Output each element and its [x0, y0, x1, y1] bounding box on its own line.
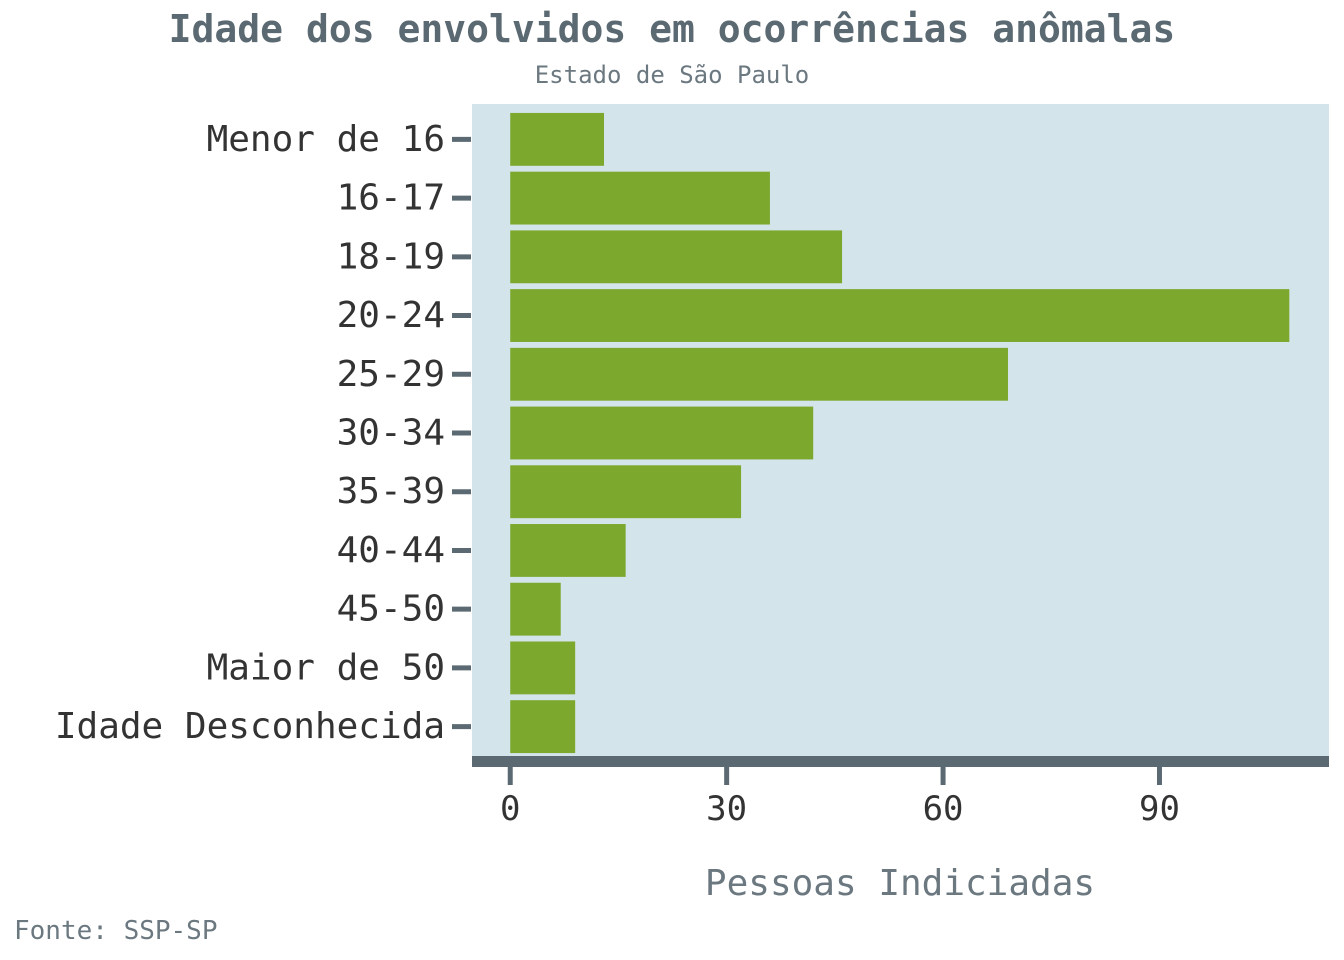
bar-45-50: [510, 582, 561, 636]
x-tick-label-60: 60: [923, 789, 964, 829]
bar-35-39: [510, 465, 742, 519]
bar-20-24: [510, 289, 1290, 342]
bar-16-17: [510, 171, 770, 225]
y-tick-label-20-24: 20-24: [337, 295, 445, 336]
y-tick-label-menor-de-16: Menor de 16: [207, 119, 445, 160]
y-tick-label-16-17: 16-17: [337, 178, 445, 219]
y-tick-label-35-39: 35-39: [337, 471, 445, 512]
x-tick-label-90: 90: [1139, 789, 1180, 829]
bar-25-29: [510, 347, 1008, 401]
bars-group: [510, 112, 1290, 754]
bar-maior-de-50: [510, 641, 576, 695]
y-tick-label-25-29: 25-29: [337, 354, 445, 395]
y-tick-label-idade-desconhecida: Idade Desconhecida: [55, 706, 445, 747]
chart-title: Idade dos envolvidos em ocorrências anôm…: [169, 7, 1176, 51]
x-axis: 0 30 60 90: [472, 756, 1329, 829]
bar-40-44: [510, 524, 626, 577]
bar-18-19: [510, 230, 843, 284]
y-tick-label-30-34: 30-34: [337, 413, 445, 454]
source-caption: Fonte: SSP-SP: [14, 916, 218, 946]
bar-menor-de-16: [510, 112, 605, 166]
bar-30-34: [510, 406, 814, 460]
chart-subtitle: Estado de São Paulo: [535, 61, 810, 89]
x-tick-label-30: 30: [706, 789, 747, 829]
y-axis-labels: Menor de 16 16-17 18-19 20-24 25-29 30-34 35-3…: [55, 119, 471, 747]
y-tick-label-18-19: 18-19: [337, 236, 445, 277]
x-axis-line: [472, 756, 1329, 767]
y-tick-label-40-44: 40-44: [337, 530, 445, 571]
bar-idade-desconhecida: [510, 700, 576, 754]
y-tick-label-maior-de-50: Maior de 50: [207, 647, 445, 688]
x-tick-label-0: 0: [500, 789, 520, 829]
y-tick-label-45-50: 45-50: [337, 589, 445, 630]
x-axis-title: Pessoas Indiciadas: [705, 863, 1095, 904]
